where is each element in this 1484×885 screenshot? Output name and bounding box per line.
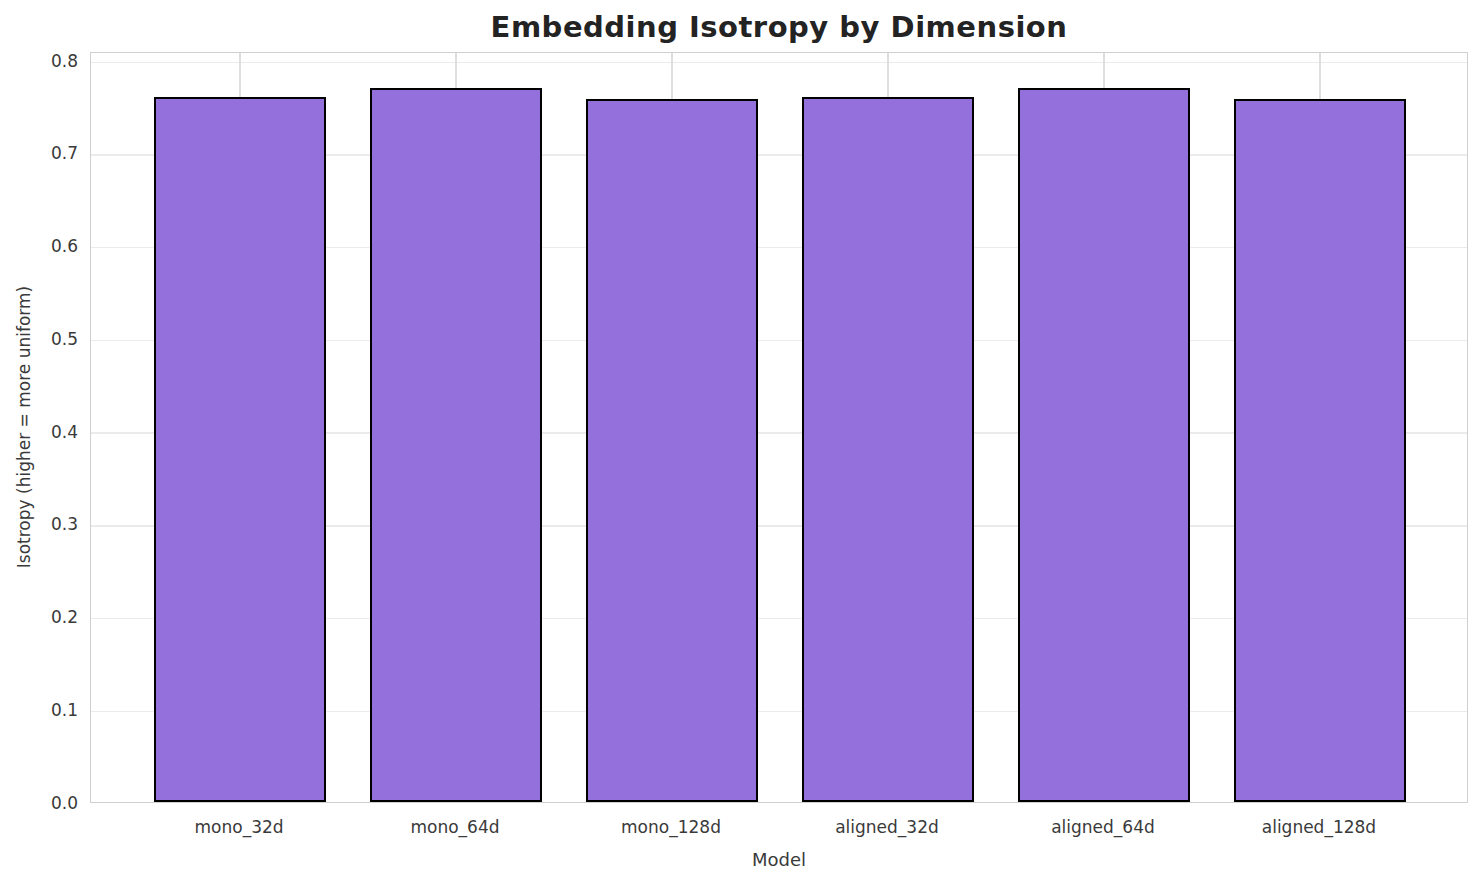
y-tick-label: 0.5 (18, 331, 78, 348)
bar-aligned_64d (1018, 88, 1191, 802)
x-tick-label-mono_64d: mono_64d (345, 817, 565, 837)
y-tick-label: 0.7 (18, 145, 78, 162)
plot-area (90, 52, 1468, 803)
y-tick-label: 0.0 (18, 795, 78, 812)
y-tick-label: 0.2 (18, 609, 78, 626)
bar-aligned_32d (802, 97, 975, 802)
x-axis-label: Model (90, 849, 1468, 870)
bar-mono_64d (370, 88, 543, 802)
x-tick-label-aligned_64d: aligned_64d (993, 817, 1213, 837)
y-tick-label: 0.8 (18, 53, 78, 70)
figure-canvas: Embedding Isotropy by Dimension Isotropy… (0, 0, 1484, 885)
y-tick-label: 0.1 (18, 702, 78, 719)
x-tick-label-mono_128d: mono_128d (561, 817, 781, 837)
bar-aligned_128d (1234, 99, 1407, 802)
y-tick-label: 0.4 (18, 424, 78, 441)
chart-title: Embedding Isotropy by Dimension (90, 10, 1468, 44)
x-tick-label-aligned_32d: aligned_32d (777, 817, 997, 837)
x-tick-label-aligned_128d: aligned_128d (1209, 817, 1429, 837)
bar-mono_128d (586, 99, 759, 802)
y-tick-label: 0.6 (18, 238, 78, 255)
bar-mono_32d (154, 97, 327, 802)
gridline-horizontal (91, 62, 1467, 64)
x-tick-label-mono_32d: mono_32d (129, 817, 349, 837)
y-tick-label: 0.3 (18, 516, 78, 533)
